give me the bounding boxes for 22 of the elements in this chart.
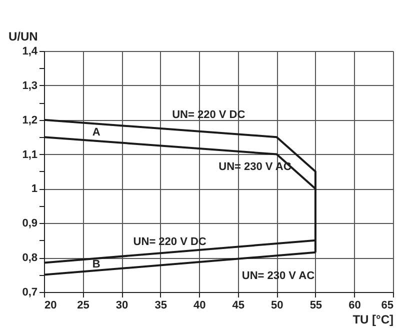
- x-tick-label: 25: [77, 300, 90, 312]
- x-tick-label: 35: [154, 300, 167, 312]
- y-tick-label: 1,4: [22, 46, 38, 58]
- x-tick-label: 50: [271, 300, 284, 312]
- y-tick-label: 1,3: [22, 80, 38, 92]
- x-tick-label: 30: [116, 300, 128, 312]
- x-axis-title: TU [°C]: [352, 312, 394, 326]
- x-tick-label: 40: [193, 300, 206, 312]
- y-tick-label: 0,9: [22, 218, 38, 230]
- x-tick-label: 20: [44, 300, 57, 312]
- x-tick-label: 55: [310, 300, 322, 312]
- y-axis-title: U/UN: [8, 30, 38, 44]
- annotation: A: [92, 126, 100, 138]
- y-tick-label: 1,1: [22, 148, 38, 161]
- x-tick-label: 60: [348, 300, 361, 312]
- x-tick-label: 45: [232, 300, 245, 312]
- annotation: B: [92, 258, 100, 270]
- x-tick-label: 65: [381, 300, 394, 312]
- y-tick-label: 0,8: [22, 252, 38, 264]
- y-tick-label: 1,2: [22, 114, 38, 126]
- y-tick-label: 1: [31, 183, 38, 196]
- y-tick-label: 0,7: [22, 286, 38, 298]
